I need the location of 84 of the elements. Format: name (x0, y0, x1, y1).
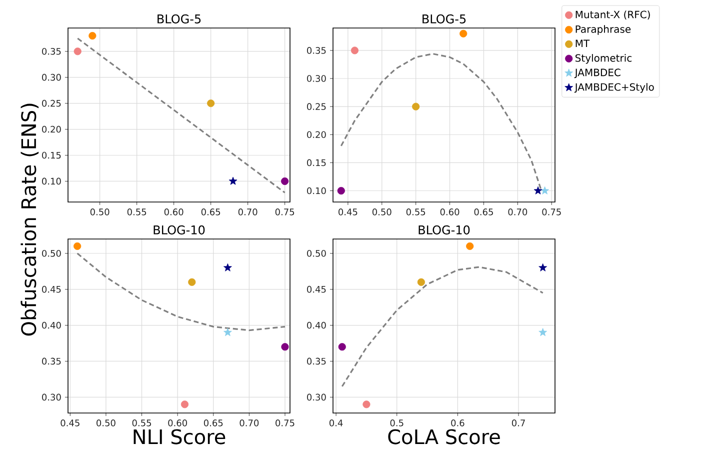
y-tick-label: 0.20 (307, 131, 326, 138)
point (538, 263, 548, 272)
y-tick-label: 0.35 (307, 47, 326, 54)
x-tick-label: 0.7 (512, 420, 525, 426)
y-tick-label: 0.30 (307, 394, 326, 401)
legend-label: Paraphrase (576, 25, 631, 35)
y-tick-label: 0.30 (42, 394, 61, 401)
x-tick-label: 0.70 (238, 208, 258, 216)
point (207, 100, 215, 108)
x-tick-label: 0.75 (542, 208, 561, 216)
x-tick-label: 0.65 (204, 420, 223, 426)
point (350, 46, 359, 54)
y-tick-label: 0.40 (42, 322, 61, 329)
x-tick-label: 0.4 (329, 420, 343, 426)
x-tick-label: 0.55 (127, 208, 146, 216)
x-tick-label: 0.5 (390, 420, 404, 426)
x-tick-label: 0.70 (240, 420, 259, 426)
x-tick-label: 0.50 (90, 208, 110, 216)
point (460, 30, 468, 38)
y-tick-label: 0.15 (42, 152, 61, 159)
chart-title: BLOG-5 (158, 14, 201, 24)
x-tick-label: 0.65 (201, 208, 220, 216)
point (224, 263, 232, 272)
y-tick-label: 0.25 (42, 100, 61, 107)
line-series (76, 252, 286, 332)
point (88, 32, 96, 40)
point (74, 48, 82, 56)
x-tick-label: 0.6 (451, 420, 464, 426)
point (362, 400, 370, 408)
x-tick-label: 0.70 (508, 208, 528, 216)
y-tick-label: 0.50 (307, 250, 326, 257)
y-tick-label: 0.15 (307, 159, 326, 166)
point (534, 186, 542, 194)
y-tick-label: 0.35 (42, 358, 61, 365)
point (188, 278, 196, 286)
y-tick-label: 0.35 (307, 358, 326, 365)
legend-label: Stylometric (576, 54, 632, 64)
y-tick-label: 0.50 (42, 250, 61, 257)
x-tick-label: 0.65 (474, 208, 493, 216)
x-tick-label: 0.55 (132, 420, 151, 426)
y-tick-label: 0.30 (307, 75, 326, 82)
x-tick-label: 0.60 (168, 420, 187, 426)
x-tick-label: 0.55 (406, 208, 426, 216)
line-series (341, 266, 544, 388)
x-axis-title: NLI Score (134, 429, 226, 444)
x-tick-label: 0.60 (164, 208, 184, 216)
legend-label: Mutant-X (RFC) (576, 10, 650, 20)
point (412, 102, 420, 110)
point (540, 186, 550, 194)
x-tick-label: 0.60 (440, 208, 460, 216)
y-tick-label: 0.35 (42, 48, 61, 55)
x-tick-label: 0.50 (96, 420, 116, 426)
point (228, 176, 238, 185)
legend-label: JAMBDEC (574, 68, 620, 78)
point (417, 278, 425, 286)
point (281, 177, 289, 186)
legend-label: MT (576, 40, 590, 48)
x-axis-title: CoLA Score (388, 429, 500, 444)
x-tick-label: 0.45 (60, 420, 80, 426)
chart-title: BLOG-10 (154, 225, 205, 234)
point (74, 242, 82, 250)
point (338, 343, 346, 351)
point (180, 400, 189, 408)
x-tick-label: 0.50 (372, 208, 392, 216)
chart-title: BLOG-10 (418, 225, 470, 234)
point (281, 343, 289, 351)
y-tick-label: 0.45 (307, 286, 326, 293)
point (538, 328, 548, 336)
y-tick-label: 0.45 (42, 286, 61, 293)
y-tick-label: 0.30 (42, 74, 61, 81)
y-tick-label: 0.40 (307, 322, 326, 329)
x-tick-label: 0.45 (338, 208, 358, 216)
point (337, 186, 345, 195)
legend-label: JAMBDEC+Stylo (574, 83, 654, 93)
y-tick-label: 0.20 (42, 126, 61, 133)
x-tick-label: 0.75 (275, 208, 294, 216)
point (224, 328, 232, 336)
y-tick-label: 0.25 (307, 103, 326, 110)
chart-title: BLOG-5 (422, 14, 466, 24)
y-tick-label: 0.10 (42, 178, 61, 185)
y-tick-label: 0.10 (307, 187, 326, 194)
y-axis-title: Obfuscation Rate (ENS) (20, 104, 39, 336)
x-tick-label: 0.75 (276, 420, 294, 426)
point (466, 242, 474, 250)
